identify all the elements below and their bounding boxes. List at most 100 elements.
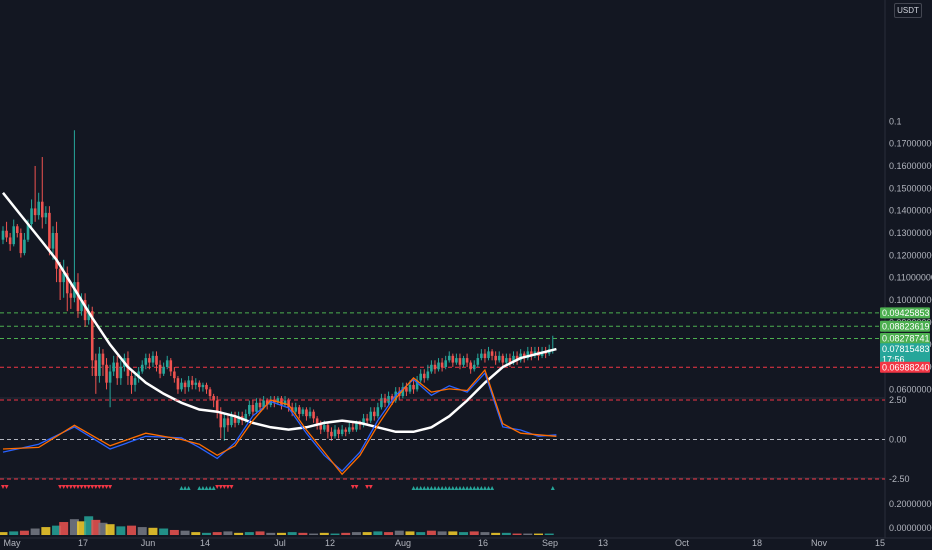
candle bbox=[12, 219, 16, 247]
candle bbox=[430, 360, 433, 374]
candle bbox=[158, 360, 162, 379]
buy-marker bbox=[183, 486, 188, 490]
candle bbox=[48, 206, 51, 256]
candle bbox=[101, 349, 105, 376]
time-tick-label: 15 bbox=[875, 538, 885, 548]
candle bbox=[151, 351, 155, 368]
candle bbox=[226, 413, 230, 432]
volume-bar bbox=[137, 527, 147, 535]
sell-marker bbox=[61, 485, 66, 489]
time-tick-label: 17 bbox=[78, 538, 88, 548]
time-axis[interactable]: May 17 Jun 14 Jul 12 Aug 16 Sep 13 Oct 18 Nov 15 bbox=[3, 538, 885, 548]
volume-bar bbox=[180, 530, 190, 535]
price-tag: 0.08278741 bbox=[880, 332, 930, 344]
candle bbox=[530, 346, 533, 361]
sell-marker bbox=[222, 485, 227, 489]
candle bbox=[255, 398, 258, 414]
candle bbox=[58, 262, 62, 300]
buy-marker bbox=[422, 486, 427, 490]
volume-bar bbox=[362, 532, 372, 535]
sell-marker bbox=[58, 485, 63, 489]
sell-marker bbox=[218, 485, 223, 489]
volume-bar bbox=[127, 525, 137, 535]
buy-marker bbox=[472, 486, 477, 490]
buy-marker bbox=[411, 486, 416, 490]
volume-bar bbox=[77, 521, 87, 535]
oscillator-pane bbox=[0, 368, 885, 480]
svg-text:0.09425853: 0.09425853 bbox=[882, 308, 930, 318]
time-tick-label: 14 bbox=[200, 538, 210, 548]
candle bbox=[415, 375, 419, 392]
candle bbox=[198, 380, 201, 392]
sell-marker bbox=[90, 485, 95, 489]
candle bbox=[283, 396, 287, 408]
volume-bar bbox=[266, 532, 276, 535]
candle bbox=[312, 409, 315, 423]
buy-marker bbox=[436, 486, 441, 490]
candle bbox=[340, 425, 344, 437]
candle bbox=[23, 232, 26, 256]
candle bbox=[108, 364, 112, 408]
buy-marker bbox=[186, 486, 191, 490]
time-tick-label: Sep bbox=[542, 538, 558, 548]
candle bbox=[33, 165, 37, 222]
candle bbox=[480, 349, 483, 361]
volume-bar bbox=[223, 531, 233, 535]
svg-text:0.06988240: 0.06988240 bbox=[882, 362, 930, 372]
svg-text:0.08823619: 0.08823619 bbox=[882, 321, 930, 331]
buy-marker bbox=[418, 486, 423, 490]
sell-marker bbox=[104, 485, 109, 489]
candle bbox=[383, 393, 387, 408]
buy-marker bbox=[490, 486, 495, 490]
candle bbox=[119, 360, 123, 385]
volume-bar bbox=[426, 530, 436, 535]
sell-marker bbox=[93, 485, 98, 489]
candle bbox=[223, 413, 226, 441]
candle bbox=[376, 402, 380, 419]
volume-bar bbox=[341, 532, 351, 535]
sell-marker bbox=[215, 485, 220, 489]
candle bbox=[326, 422, 330, 439]
candle bbox=[273, 396, 276, 408]
oscillator-tick-label: 0.00 bbox=[889, 435, 907, 445]
candle bbox=[405, 382, 408, 397]
candle bbox=[8, 232, 12, 251]
candle bbox=[112, 355, 115, 376]
buy-marker bbox=[415, 486, 420, 490]
volume-bar bbox=[19, 530, 29, 535]
price-tag: 0.09425853 bbox=[880, 307, 930, 319]
sell-marker bbox=[368, 485, 373, 489]
candle bbox=[40, 157, 44, 229]
sell-marker bbox=[4, 485, 9, 489]
candle bbox=[62, 259, 65, 298]
candle bbox=[505, 353, 508, 365]
buy-marker bbox=[432, 486, 437, 490]
buy-marker bbox=[465, 486, 470, 490]
candle bbox=[333, 425, 337, 439]
candle bbox=[487, 346, 490, 361]
candle bbox=[447, 351, 451, 363]
candle bbox=[251, 400, 255, 417]
volume-bar bbox=[52, 525, 62, 535]
candle bbox=[87, 304, 90, 325]
oscillator-tick-label: 2.50 bbox=[889, 395, 907, 405]
volume-bar bbox=[501, 532, 511, 535]
candle bbox=[155, 351, 158, 372]
candle bbox=[83, 293, 87, 327]
candle bbox=[330, 427, 333, 441]
candle bbox=[483, 349, 487, 363]
candle bbox=[458, 353, 462, 370]
buy-marker bbox=[461, 486, 466, 490]
candle bbox=[515, 351, 519, 365]
volume-bar bbox=[384, 532, 394, 535]
currency-unit-label[interactable]: USDT bbox=[894, 3, 922, 18]
buy-marker bbox=[425, 486, 430, 490]
time-tick-label: May bbox=[3, 538, 21, 548]
volume-bar bbox=[523, 533, 533, 535]
candle bbox=[248, 400, 251, 417]
time-tick-label: 16 bbox=[478, 538, 488, 548]
candle bbox=[105, 358, 108, 390]
signal-markers bbox=[1, 485, 555, 490]
candle bbox=[472, 360, 476, 372]
